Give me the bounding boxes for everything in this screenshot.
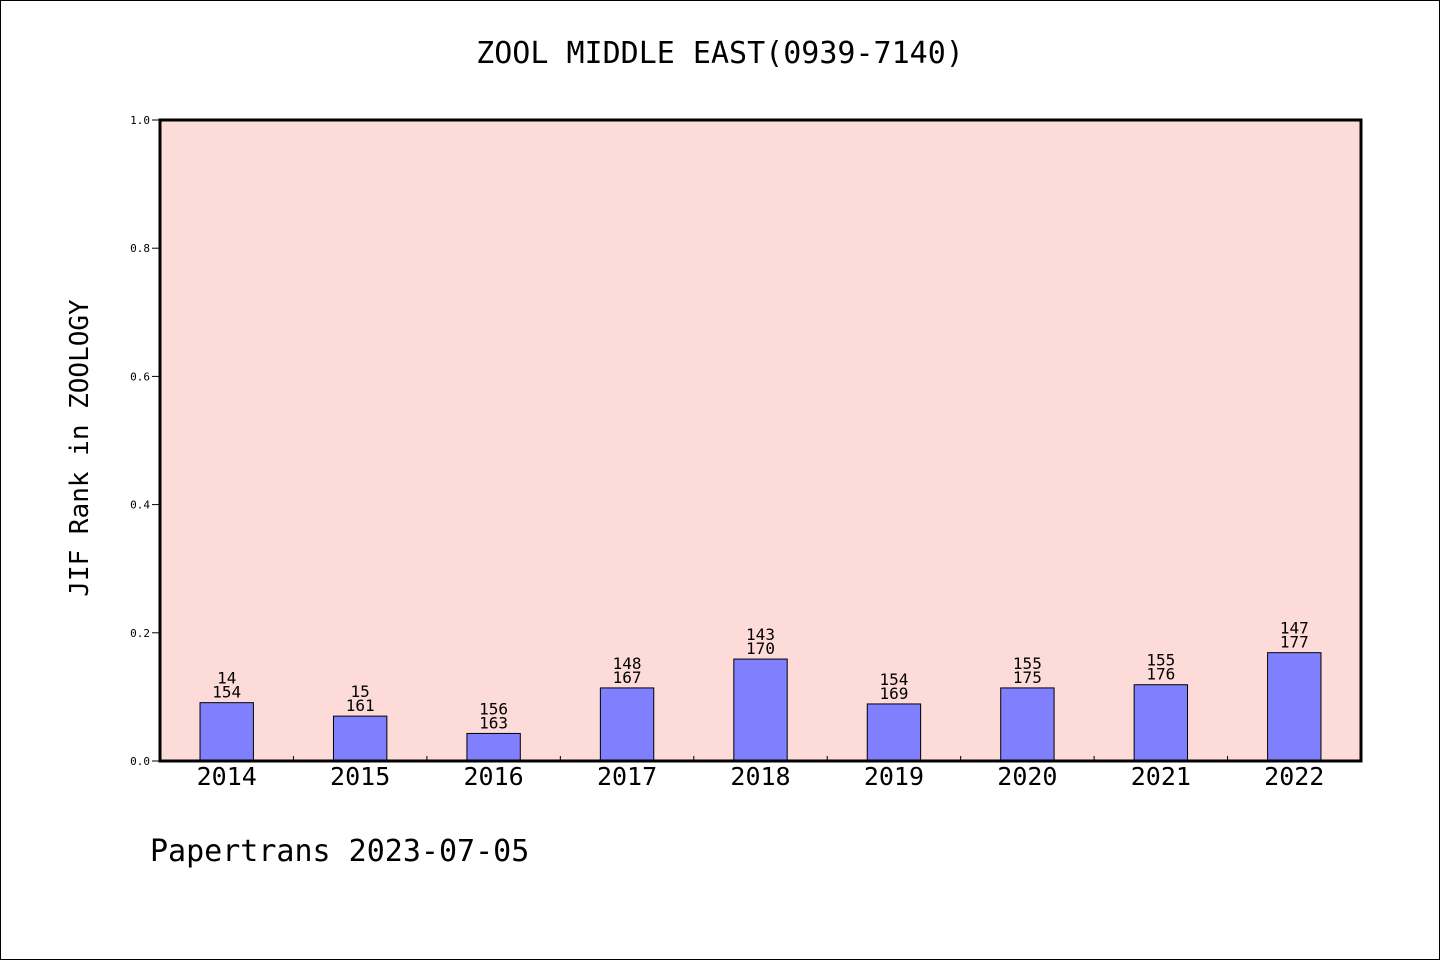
x-tick-label: 2022 xyxy=(1264,762,1324,791)
bar-rank-label: 155 xyxy=(1013,654,1042,673)
bar xyxy=(199,702,254,762)
bar-rank-label: 154 xyxy=(879,670,908,689)
x-tick-label: 2020 xyxy=(997,762,1057,791)
bar-rank-label: 15 xyxy=(351,682,370,701)
y-tick-label: 0.0 xyxy=(130,755,150,768)
bar xyxy=(1267,652,1322,762)
bar xyxy=(332,715,388,762)
footer-credit: Papertrans 2023-07-05 xyxy=(150,834,530,869)
bar xyxy=(466,732,521,762)
bar-total-label: 176 xyxy=(1146,665,1175,684)
bar xyxy=(733,658,788,762)
bar xyxy=(599,687,655,762)
y-tick-label: 0.4 xyxy=(130,499,150,512)
y-tick-label: 0.6 xyxy=(130,370,150,383)
x-tick-label: 2017 xyxy=(597,762,657,791)
plot-border xyxy=(158,118,1363,763)
chart-title: ZOOL MIDDLE EAST(0939-7140) xyxy=(476,36,964,71)
bar xyxy=(1000,687,1055,762)
bar-rank-label: 155 xyxy=(1146,651,1175,670)
bar xyxy=(866,703,922,762)
bar-total-label: 154 xyxy=(212,683,241,702)
bar-rank-label: 156 xyxy=(479,699,508,718)
y-tick-label: 0.2 xyxy=(130,627,150,640)
bar-rank-label: 143 xyxy=(746,625,775,644)
y-tick-label: 1.0 xyxy=(130,114,150,127)
x-tick-label: 2015 xyxy=(330,762,390,791)
x-tick-label: 2014 xyxy=(197,762,257,791)
bar-total-label: 170 xyxy=(746,639,775,658)
ticks-group: 0.0 0.2 0.4 0.6 0.8 1.0 2014 2015 2016 2017 2018 20… xyxy=(130,114,1324,791)
bar-total-label: 163 xyxy=(479,713,508,732)
bar-rank-label: 147 xyxy=(1280,619,1309,638)
bar-total-label: 161 xyxy=(346,696,375,715)
x-tick-label: 2016 xyxy=(464,762,524,791)
bar-rank-label: 148 xyxy=(613,654,642,673)
bar-rank-label: 14 xyxy=(217,669,236,688)
bar-total-label: 177 xyxy=(1280,633,1309,652)
bar-total-label: 169 xyxy=(879,684,908,703)
x-tick-label: 2019 xyxy=(864,762,924,791)
bar-total-label: 167 xyxy=(613,668,642,687)
bar xyxy=(1133,684,1189,762)
plot-area xyxy=(160,120,1361,761)
bar-total-label: 175 xyxy=(1013,668,1042,687)
x-tick-label: 2018 xyxy=(730,762,790,791)
x-tick-label: 2021 xyxy=(1131,762,1191,791)
y-tick-label: 0.8 xyxy=(130,242,150,255)
